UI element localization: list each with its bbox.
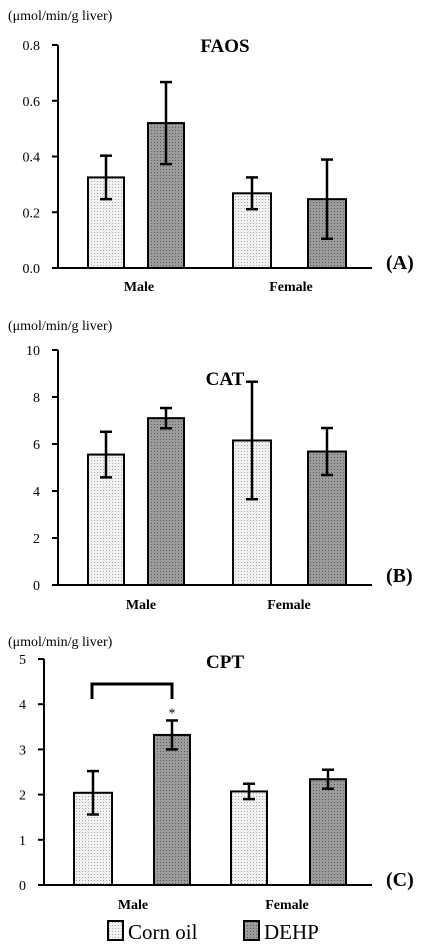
y-tick-label: 0.8: [23, 39, 41, 54]
y-axis-unit-label: (μmol/min/g liver): [8, 319, 113, 334]
y-tick-label: 2: [33, 532, 40, 547]
significance-asterisk: *: [169, 706, 176, 721]
legend-swatch-corn-oil: [107, 920, 124, 941]
bar-female-dehp: [309, 778, 347, 886]
bar-female-corn-oil: [230, 790, 268, 886]
y-tick-label: 3: [19, 743, 26, 758]
panel-label: (A): [386, 252, 414, 274]
significance-bracket: [90, 682, 174, 699]
x-category-label: Male: [118, 898, 148, 913]
y-tick-label: 10: [26, 344, 40, 359]
chart-title: CAT: [206, 369, 245, 390]
legend: Corn oil DEHP: [107, 920, 319, 944]
chart-title: CPT: [206, 652, 244, 673]
x-category-label: Female: [265, 898, 309, 913]
y-tick-label: 0: [19, 879, 26, 894]
chart-panel-3: (μmol/min/g liver) CPT (C) 0 1 2 3 4 5 Male Female…: [8, 635, 414, 913]
y-tick-label: 0.4: [23, 151, 41, 166]
y-tick-label: 0.6: [23, 95, 41, 110]
y-tick-label: 2: [19, 789, 26, 804]
y-tick-label: 0.2: [23, 206, 41, 221]
panel-label: (C): [386, 869, 414, 891]
y-tick-label: 8: [33, 391, 40, 406]
y-tick-label: 0: [33, 579, 40, 594]
chart-panel-2: (μmol/min/g liver) CAT (B) 0 2 4 6 8 10 Male Femal…: [8, 319, 413, 613]
y-tick-label: 0.0: [23, 262, 41, 277]
bar-male-dehp: [147, 417, 185, 586]
chart-title: FAOS: [200, 36, 249, 57]
y-tick-label: 4: [33, 485, 40, 500]
chart-panel-1: (μmol/min/g liver) FAOS (A) 0.0 0.2 0.4 0.6 0.8…: [8, 9, 414, 295]
y-tick-label: 6: [33, 438, 40, 453]
legend-label: Corn oil: [128, 920, 198, 944]
y-tick-label: 1: [19, 834, 26, 849]
x-category-label: Male: [126, 598, 156, 613]
panel-label: (B): [386, 565, 413, 587]
x-category-label: Female: [269, 280, 313, 295]
y-tick-label: 4: [19, 698, 26, 713]
bar-male-dehp: [153, 733, 191, 886]
legend-swatch-dehp: [243, 920, 260, 941]
y-axis-unit-label: (μmol/min/g liver): [8, 635, 113, 650]
y-axis-unit-label: (μmol/min/g liver): [8, 9, 113, 24]
y-tick-label: 5: [19, 653, 26, 668]
x-category-label: Male: [124, 280, 154, 295]
x-category-label: Female: [267, 598, 311, 613]
legend-label: DEHP: [264, 920, 319, 944]
